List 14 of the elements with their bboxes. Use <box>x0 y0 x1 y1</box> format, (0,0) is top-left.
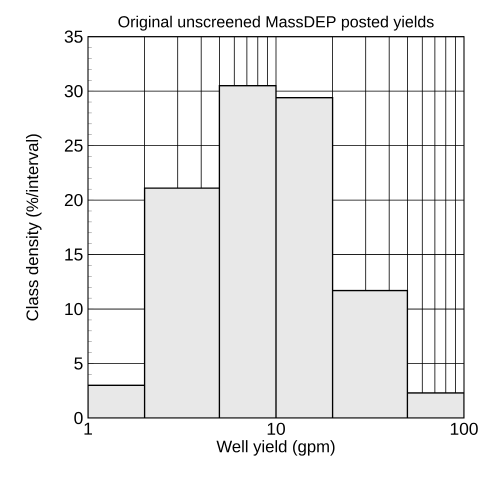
y-tick-label: 20 <box>64 194 83 206</box>
y-axis-title: Class density (%/interval) <box>26 134 42 321</box>
y-tick-label: 35 <box>64 30 83 43</box>
chart-title: Original unscreened MassDEP posted yields <box>118 16 434 31</box>
x-tick-label: 10 <box>268 422 285 435</box>
x-axis-title: Well yield (gpm) <box>216 440 335 456</box>
y-tick-label: 5 <box>74 357 83 370</box>
y-tick-label: 25 <box>64 139 83 152</box>
y-tick-label: 30 <box>64 85 83 98</box>
y-tick-label: 10 <box>65 302 83 316</box>
y-tick-label: 15 <box>65 248 83 261</box>
y-tick-label: 0 <box>74 412 83 424</box>
x-tick-label: 1 <box>84 422 92 435</box>
x-tick-label: 100 <box>450 422 478 435</box>
